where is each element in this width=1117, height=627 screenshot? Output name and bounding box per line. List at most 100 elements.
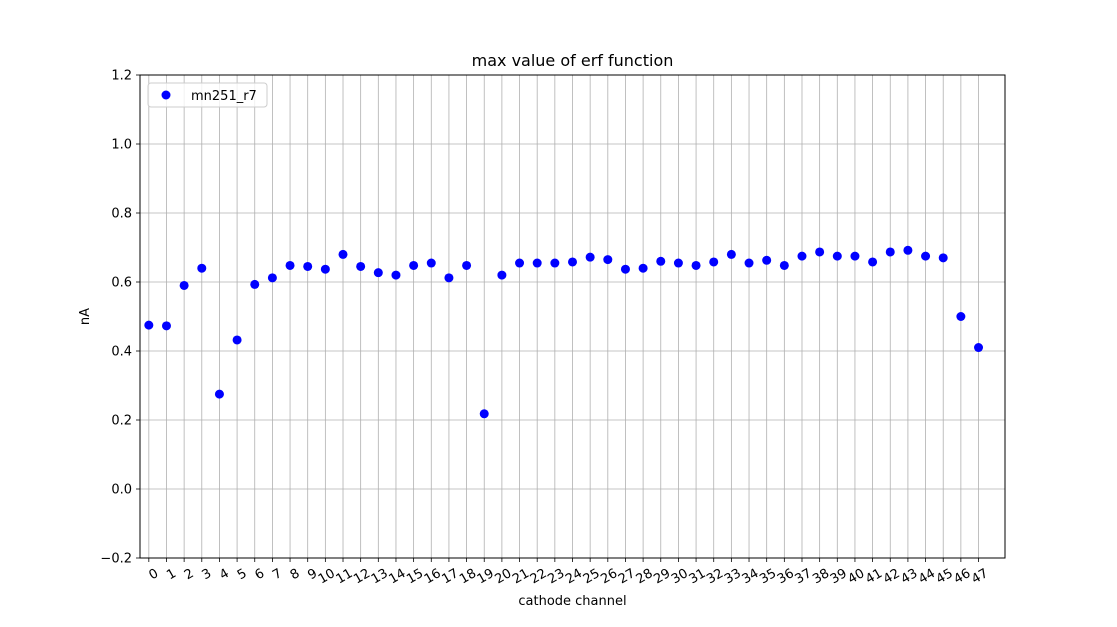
x-tick-label: 42: [881, 566, 903, 587]
y-tick-label: 0.0: [111, 483, 132, 498]
data-point: [815, 247, 825, 257]
data-point: [532, 258, 542, 268]
x-tick-label: 26: [598, 566, 620, 587]
data-point: [691, 260, 701, 270]
x-tick-label: 22: [528, 566, 550, 587]
data-point: [550, 258, 560, 268]
x-tick-label: 44: [916, 566, 938, 587]
x-tick-label: 23: [545, 566, 567, 587]
data-point: [250, 279, 260, 289]
y-tick-label: −0.2: [100, 552, 132, 567]
x-tick-label: 43: [898, 566, 920, 587]
y-tick-label: 1.0: [111, 138, 132, 153]
y-tick-label: 0.2: [111, 414, 132, 429]
data-point: [797, 251, 807, 261]
data-point: [638, 263, 648, 273]
x-tick-label: 16: [422, 566, 444, 587]
x-tick-label: 18: [457, 566, 479, 587]
x-tick-label: 31: [687, 566, 709, 587]
data-point: [779, 260, 789, 270]
x-tick-label: 29: [651, 566, 673, 587]
data-point: [762, 255, 772, 265]
x-tick-label: 17: [439, 566, 461, 587]
data-point: [161, 321, 171, 331]
x-tick-label: 33: [722, 566, 744, 587]
data-point: [709, 257, 719, 267]
data-point: [850, 251, 860, 261]
data-point: [921, 251, 931, 261]
x-tick-label: 41: [863, 566, 885, 587]
x-tick-label: 40: [846, 566, 868, 587]
data-point: [903, 245, 913, 255]
x-tick-label: 11: [334, 566, 356, 587]
data-point: [444, 273, 454, 283]
data-point: [585, 252, 595, 262]
data-points: [144, 245, 984, 419]
legend: mn251_r7: [147, 82, 268, 108]
data-point: [197, 263, 207, 273]
x-tick-label: 30: [669, 566, 691, 587]
data-point: [285, 260, 295, 270]
legend-box: [147, 82, 268, 108]
x-tick-label: 39: [828, 566, 850, 587]
x-tick-label: 32: [704, 566, 726, 587]
data-point: [303, 261, 313, 271]
data-point: [356, 261, 366, 271]
data-point: [515, 258, 525, 268]
x-tick-label: 28: [634, 566, 656, 587]
x-tick-label: 47: [969, 566, 991, 587]
x-tick-label: 45: [934, 566, 956, 587]
legend-marker-mn251-r7: [161, 90, 171, 100]
y-axis-label: nA: [78, 308, 93, 325]
data-point: [568, 257, 577, 267]
x-tick-label: 25: [581, 566, 603, 587]
data-point: [656, 256, 666, 266]
data-point: [409, 260, 419, 270]
data-point: [885, 247, 895, 257]
data-point: [179, 280, 189, 290]
data-point: [868, 257, 878, 267]
data-point: [673, 258, 683, 268]
data-point: [744, 258, 754, 268]
y-tick-label: 1.2: [111, 69, 132, 84]
data-point: [497, 270, 507, 280]
y-tick-label: 0.4: [111, 345, 132, 360]
x-tick-label: 10: [316, 566, 338, 587]
x-tick-label: 21: [510, 566, 532, 587]
x-axis-label: cathode channel: [518, 594, 626, 609]
x-tick-label: 20: [492, 566, 514, 587]
x-tick-label: 38: [810, 566, 832, 587]
chart-title: max value of erf function: [472, 51, 674, 70]
data-point: [232, 335, 242, 345]
data-point: [832, 251, 842, 261]
data-point: [620, 264, 630, 274]
x-tick-label: 27: [616, 566, 638, 587]
data-point: [938, 253, 948, 263]
data-point: [726, 249, 736, 259]
x-tick-label: 46: [951, 566, 973, 587]
x-tick-label: 15: [404, 566, 426, 587]
x-tick-label: 12: [351, 566, 373, 587]
data-point: [462, 260, 472, 270]
data-point: [603, 255, 613, 265]
data-point: [426, 258, 436, 268]
data-point: [320, 264, 330, 274]
x-tick-label: 14: [387, 566, 409, 587]
data-point: [267, 273, 277, 283]
data-point: [391, 270, 401, 280]
data-point: [144, 320, 154, 330]
x-tick-label: 19: [475, 566, 497, 587]
data-point: [338, 249, 348, 259]
legend-label-mn251-r7: mn251_r7: [191, 89, 257, 104]
data-point: [373, 268, 383, 278]
x-tick-label: 35: [757, 566, 779, 587]
data-point: [479, 409, 489, 419]
data-point: [956, 312, 966, 321]
x-tick-label: 37: [793, 566, 815, 587]
data-point: [214, 389, 224, 399]
data-point: [974, 343, 984, 353]
x-tick-label: 36: [775, 566, 797, 587]
y-tick-label: 0.8: [111, 207, 132, 222]
x-tick-label: 24: [563, 566, 585, 587]
